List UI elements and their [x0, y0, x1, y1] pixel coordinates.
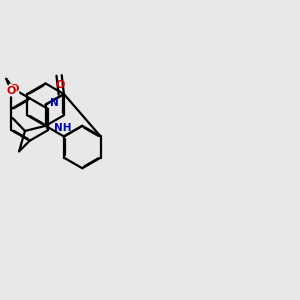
Text: O: O [9, 84, 19, 94]
Text: O: O [7, 86, 16, 96]
Text: O: O [56, 80, 65, 90]
Text: NH: NH [54, 123, 71, 133]
Text: N: N [50, 98, 59, 108]
